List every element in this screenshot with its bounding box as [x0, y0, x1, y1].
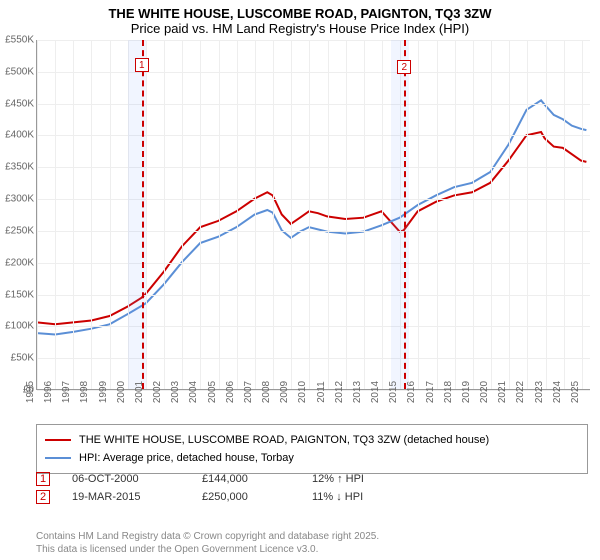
plot: 12 [36, 40, 590, 390]
transaction-row: 1 06-OCT-2000 £144,000 12% ↑ HPI [36, 470, 588, 488]
chart-area: £0£50K£100K£150K£200K£250K£300K£350K£400… [0, 40, 600, 416]
transaction-date: 19-MAR-2015 [72, 491, 202, 503]
transaction-marker-1: 1 [36, 472, 50, 486]
legend-row-1: HPI: Average price, detached house, Torb… [45, 449, 579, 467]
legend: THE WHITE HOUSE, LUSCOMBE ROAD, PAIGNTON… [36, 424, 588, 474]
transaction-date: 06-OCT-2000 [72, 473, 202, 485]
line-svg [37, 40, 590, 389]
footer-line-2: This data is licensed under the Open Gov… [36, 543, 379, 556]
x-axis: 1995199619971998199920002001200220032004… [36, 390, 590, 416]
legend-swatch-1 [45, 457, 71, 459]
transaction-row: 2 19-MAR-2015 £250,000 11% ↓ HPI [36, 488, 588, 506]
transaction-hpi: 11% ↓ HPI [312, 491, 432, 503]
footer: Contains HM Land Registry data © Crown c… [36, 530, 379, 556]
title-line-1: THE WHITE HOUSE, LUSCOMBE ROAD, PAIGNTON… [0, 6, 600, 21]
legend-label-1: HPI: Average price, detached house, Torb… [79, 452, 294, 464]
transaction-price: £144,000 [202, 473, 312, 485]
legend-label-0: THE WHITE HOUSE, LUSCOMBE ROAD, PAIGNTON… [79, 434, 489, 446]
transactions-table: 1 06-OCT-2000 £144,000 12% ↑ HPI 2 19-MA… [36, 470, 588, 506]
legend-swatch-0 [45, 439, 71, 441]
transaction-marker-2: 2 [36, 490, 50, 504]
transaction-hpi: 12% ↑ HPI [312, 473, 432, 485]
title-line-2: Price paid vs. HM Land Registry's House … [0, 21, 600, 36]
transaction-price: £250,000 [202, 491, 312, 503]
footer-line-1: Contains HM Land Registry data © Crown c… [36, 530, 379, 543]
legend-row-0: THE WHITE HOUSE, LUSCOMBE ROAD, PAIGNTON… [45, 431, 579, 449]
y-axis: £0£50K£100K£150K£200K£250K£300K£350K£400… [0, 40, 36, 416]
